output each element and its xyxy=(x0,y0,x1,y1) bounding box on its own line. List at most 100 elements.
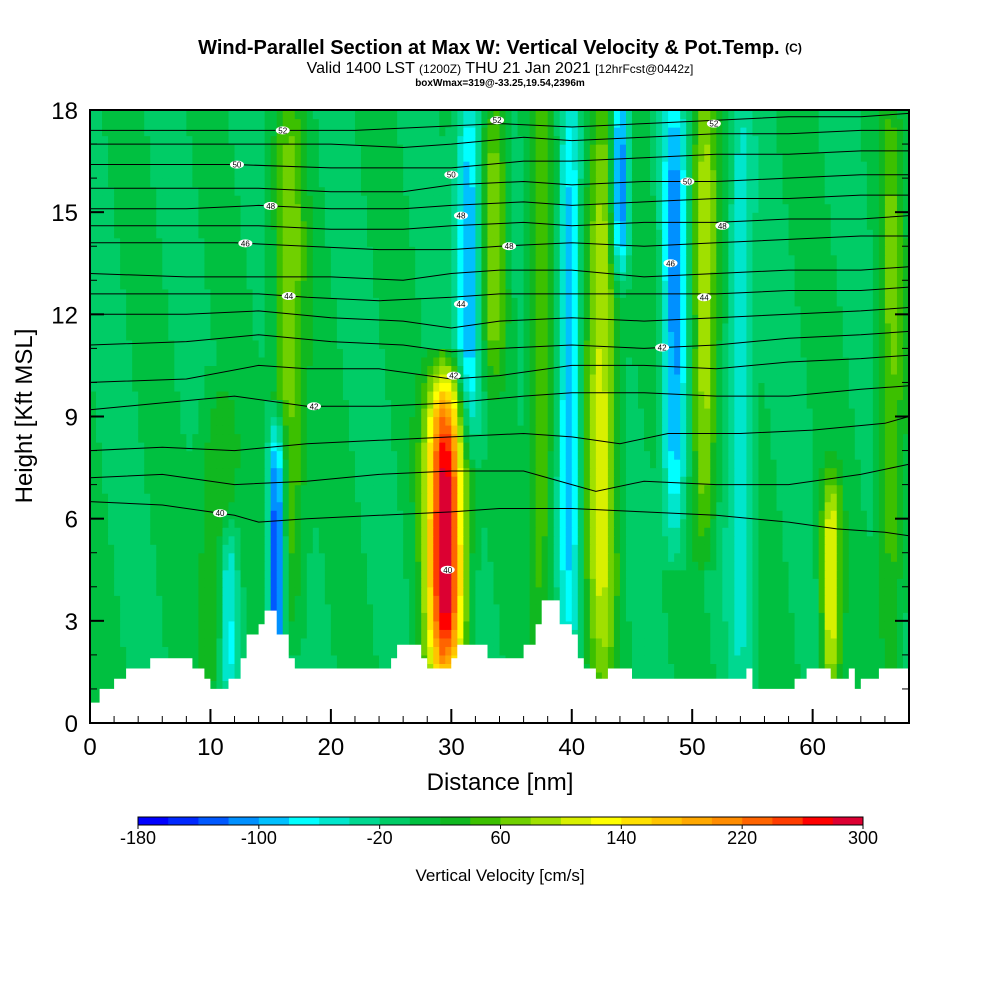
velocity-cell xyxy=(463,510,470,520)
velocity-cell xyxy=(90,569,97,579)
velocity-cell xyxy=(150,527,157,537)
velocity-cell xyxy=(722,484,729,494)
velocity-cell xyxy=(96,501,103,511)
velocity-cell xyxy=(613,586,621,596)
velocity-cell xyxy=(830,459,838,469)
velocity-cell xyxy=(818,629,826,639)
velocity-cell xyxy=(656,518,663,528)
velocity-cell xyxy=(782,527,790,537)
velocity-cell xyxy=(204,620,212,630)
velocity-cell xyxy=(625,433,633,443)
velocity-cell xyxy=(264,450,272,460)
velocity-cell xyxy=(523,501,531,511)
velocity-cell xyxy=(511,552,519,562)
velocity-cell xyxy=(204,663,212,673)
velocity-cell xyxy=(878,654,886,664)
velocity-cell xyxy=(451,578,458,588)
velocity-cell xyxy=(776,501,784,511)
velocity-cell xyxy=(282,416,290,426)
velocity-cell xyxy=(132,450,139,460)
velocity-cell xyxy=(866,586,874,596)
velocity-cell xyxy=(890,603,898,613)
velocity-cell xyxy=(662,637,669,647)
velocity-cell xyxy=(373,459,380,469)
velocity-cell xyxy=(222,493,230,503)
velocity-cell xyxy=(776,569,784,579)
velocity-cell xyxy=(294,467,302,477)
velocity-cell xyxy=(246,442,254,452)
velocity-cell xyxy=(475,501,483,511)
velocity-cell xyxy=(445,501,452,511)
velocity-cell xyxy=(306,416,314,426)
velocity-cell xyxy=(403,450,410,460)
velocity-cell xyxy=(866,671,874,682)
velocity-cell xyxy=(547,467,555,477)
velocity-cell xyxy=(276,450,284,460)
velocity-cell xyxy=(734,510,741,520)
velocity-cell xyxy=(692,450,699,460)
velocity-cell xyxy=(463,595,470,605)
velocity-cell xyxy=(288,552,296,562)
velocity-cell xyxy=(728,433,735,443)
velocity-cell xyxy=(854,578,862,588)
velocity-cell xyxy=(644,450,651,460)
velocity-cell xyxy=(288,450,296,460)
velocity-cell xyxy=(541,586,549,596)
velocity-cell xyxy=(463,527,470,537)
velocity-cell xyxy=(818,578,826,588)
velocity-cell xyxy=(379,407,386,418)
velocity-cell xyxy=(475,637,483,647)
velocity-cell xyxy=(132,612,139,622)
velocity-cell xyxy=(565,527,573,537)
velocity-cell xyxy=(264,561,272,571)
velocity-cell xyxy=(336,518,344,528)
velocity-cell xyxy=(722,629,729,639)
forecast-info: [12hrFcst@0442z] xyxy=(595,62,694,76)
velocity-cell xyxy=(360,407,368,418)
velocity-cell xyxy=(782,595,790,605)
velocity-cell xyxy=(734,467,741,477)
velocity-cell xyxy=(475,535,483,545)
velocity-cell xyxy=(433,629,440,639)
velocity-cell xyxy=(878,450,886,460)
velocity-cell xyxy=(656,586,663,596)
velocity-cell xyxy=(812,518,820,528)
velocity-cell xyxy=(782,484,790,494)
velocity-cell xyxy=(168,612,175,622)
velocity-cell xyxy=(300,450,308,460)
velocity-cell xyxy=(818,603,826,613)
velocity-cell xyxy=(794,450,802,460)
velocity-cell xyxy=(96,680,103,690)
velocity-cell xyxy=(210,629,218,639)
velocity-cell xyxy=(589,663,597,673)
velocity-cell xyxy=(830,595,838,605)
velocity-cell xyxy=(132,467,139,477)
velocity-cell xyxy=(890,595,898,605)
velocity-cell xyxy=(692,586,699,596)
velocity-cell xyxy=(884,586,892,596)
velocity-cell xyxy=(607,425,615,435)
velocity-cell xyxy=(234,476,242,486)
velocity-cell xyxy=(758,535,766,545)
velocity-cell xyxy=(577,425,585,435)
velocity-cell xyxy=(391,629,398,639)
velocity-cell xyxy=(698,629,705,639)
velocity-cell xyxy=(264,467,272,477)
velocity-cell xyxy=(463,637,470,647)
velocity-cell xyxy=(595,459,603,469)
velocity-cell xyxy=(794,569,802,579)
velocity-cell xyxy=(625,603,633,613)
velocity-cell xyxy=(427,518,434,528)
velocity-cell xyxy=(210,459,218,469)
velocity-cell xyxy=(734,459,741,469)
velocity-cell xyxy=(505,578,513,588)
velocity-cell xyxy=(770,501,778,511)
velocity-cell xyxy=(806,586,814,596)
velocity-cell xyxy=(631,476,639,486)
velocity-cell xyxy=(529,450,537,460)
velocity-cell xyxy=(252,407,260,418)
velocity-cell xyxy=(463,459,470,469)
velocity-cell xyxy=(656,527,663,537)
velocity-cell xyxy=(583,569,591,579)
velocity-cell xyxy=(288,518,296,528)
